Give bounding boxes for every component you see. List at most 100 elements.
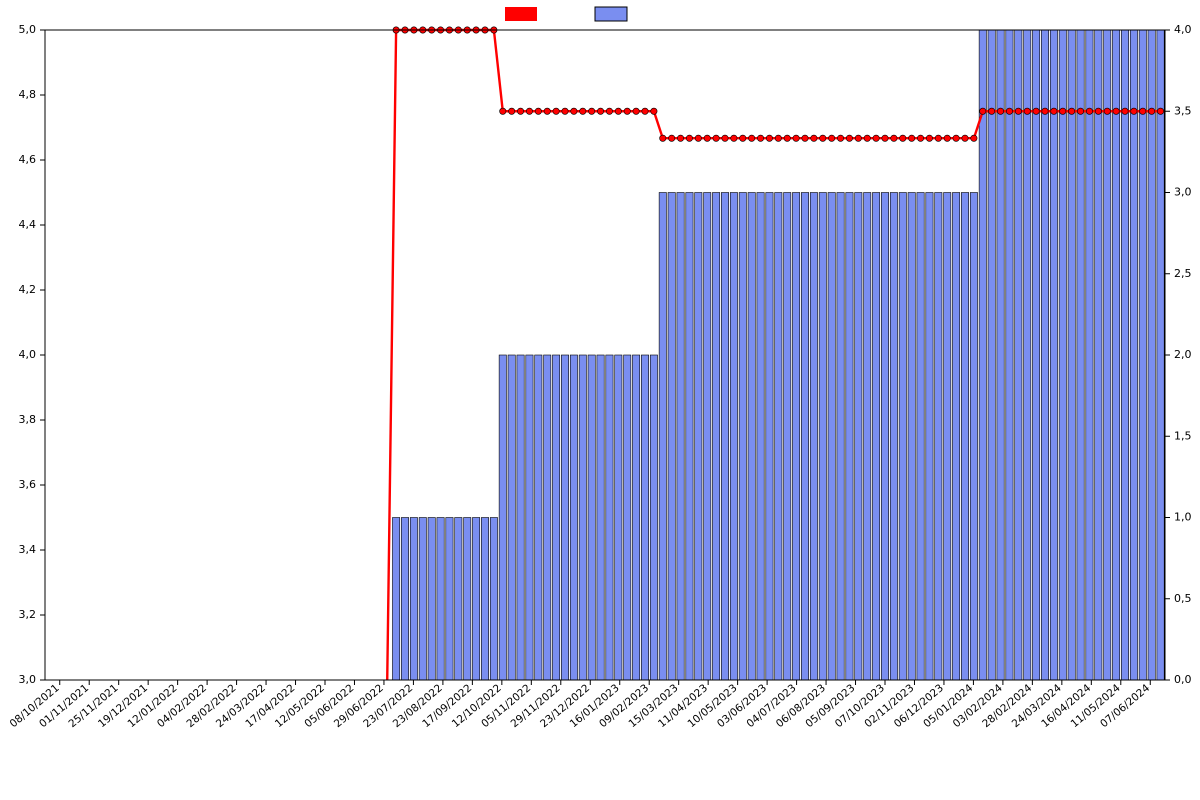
bar xyxy=(1148,30,1155,680)
line-marker xyxy=(988,108,994,114)
bar xyxy=(1006,30,1013,680)
line-marker xyxy=(633,108,639,114)
line-marker xyxy=(704,135,710,141)
line-marker xyxy=(500,108,506,114)
line-marker xyxy=(580,108,586,114)
line-marker xyxy=(1033,108,1039,114)
line-marker xyxy=(1077,108,1083,114)
bar xyxy=(508,355,515,680)
line-marker xyxy=(820,135,826,141)
line-marker xyxy=(766,135,772,141)
line-marker xyxy=(1122,108,1128,114)
bar xyxy=(695,193,702,681)
line-marker xyxy=(677,135,683,141)
bar xyxy=(935,193,942,681)
y-right-tick-label: 3,0 xyxy=(1174,186,1192,199)
bar-series xyxy=(392,30,1164,680)
bar xyxy=(446,518,453,681)
line-marker xyxy=(748,135,754,141)
bar xyxy=(517,355,524,680)
bar xyxy=(739,193,746,681)
bar xyxy=(1059,30,1066,680)
bar xyxy=(659,193,666,681)
line-marker xyxy=(1006,108,1012,114)
bar xyxy=(428,518,435,681)
line-marker xyxy=(1131,108,1137,114)
bar xyxy=(392,518,399,681)
bar xyxy=(544,355,551,680)
bar xyxy=(686,193,693,681)
line-marker xyxy=(553,108,559,114)
bar xyxy=(855,193,862,681)
y-right-tick-label: 1,0 xyxy=(1174,511,1192,524)
bar xyxy=(552,355,559,680)
line-marker xyxy=(606,108,612,114)
y-left-tick-label: 3,0 xyxy=(19,673,37,686)
bar xyxy=(837,193,844,681)
bar xyxy=(437,518,444,681)
bar xyxy=(864,193,871,681)
line-marker xyxy=(828,135,834,141)
line-marker xyxy=(971,135,977,141)
bar xyxy=(721,193,728,681)
bar xyxy=(535,355,542,680)
bar xyxy=(579,355,586,680)
bar xyxy=(748,193,755,681)
line-marker xyxy=(544,108,550,114)
line-marker xyxy=(1148,108,1154,114)
line-marker xyxy=(997,108,1003,114)
line-marker xyxy=(526,108,532,114)
bar xyxy=(1139,30,1146,680)
bar xyxy=(1112,30,1119,680)
dual-axis-chart: 3,03,23,43,63,84,04,24,44,64,85,00,00,51… xyxy=(0,0,1200,800)
bar xyxy=(588,355,595,680)
bar xyxy=(650,355,657,680)
line-marker xyxy=(1157,108,1163,114)
line-marker xyxy=(882,135,888,141)
bar xyxy=(784,193,791,681)
line-marker xyxy=(1104,108,1110,114)
bar xyxy=(641,355,648,680)
bar xyxy=(1050,30,1057,680)
y-left-tick-label: 3,4 xyxy=(19,543,37,556)
bar xyxy=(997,30,1004,680)
bar xyxy=(1068,30,1075,680)
legend-swatch xyxy=(505,7,537,21)
line-marker xyxy=(802,135,808,141)
bar xyxy=(801,193,808,681)
line-marker xyxy=(935,135,941,141)
bar xyxy=(792,193,799,681)
bar xyxy=(819,193,826,681)
bar xyxy=(961,193,968,681)
line-marker xyxy=(944,135,950,141)
y-right-tick-label: 0,0 xyxy=(1174,673,1192,686)
bar xyxy=(668,193,675,681)
bar xyxy=(1015,30,1022,680)
bar xyxy=(970,193,977,681)
bar xyxy=(490,518,497,681)
line-marker xyxy=(784,135,790,141)
bar xyxy=(1095,30,1102,680)
bar xyxy=(828,193,835,681)
bar xyxy=(615,355,622,680)
bar xyxy=(401,518,408,681)
bar xyxy=(775,193,782,681)
line-marker xyxy=(917,135,923,141)
bar xyxy=(944,193,951,681)
line-marker xyxy=(535,108,541,114)
line-marker xyxy=(873,135,879,141)
line-marker xyxy=(1095,108,1101,114)
bar xyxy=(926,193,933,681)
bar xyxy=(624,355,631,680)
line-marker xyxy=(517,108,523,114)
y-left-tick-label: 5,0 xyxy=(19,23,37,36)
y-left-tick-label: 3,8 xyxy=(19,413,37,426)
bar xyxy=(908,193,915,681)
bar xyxy=(872,193,879,681)
y-left-tick-label: 3,2 xyxy=(19,608,37,621)
line-marker xyxy=(864,135,870,141)
bar xyxy=(410,518,417,681)
line-marker xyxy=(855,135,861,141)
bar xyxy=(988,30,995,680)
y-left-tick-label: 4,0 xyxy=(19,348,37,361)
